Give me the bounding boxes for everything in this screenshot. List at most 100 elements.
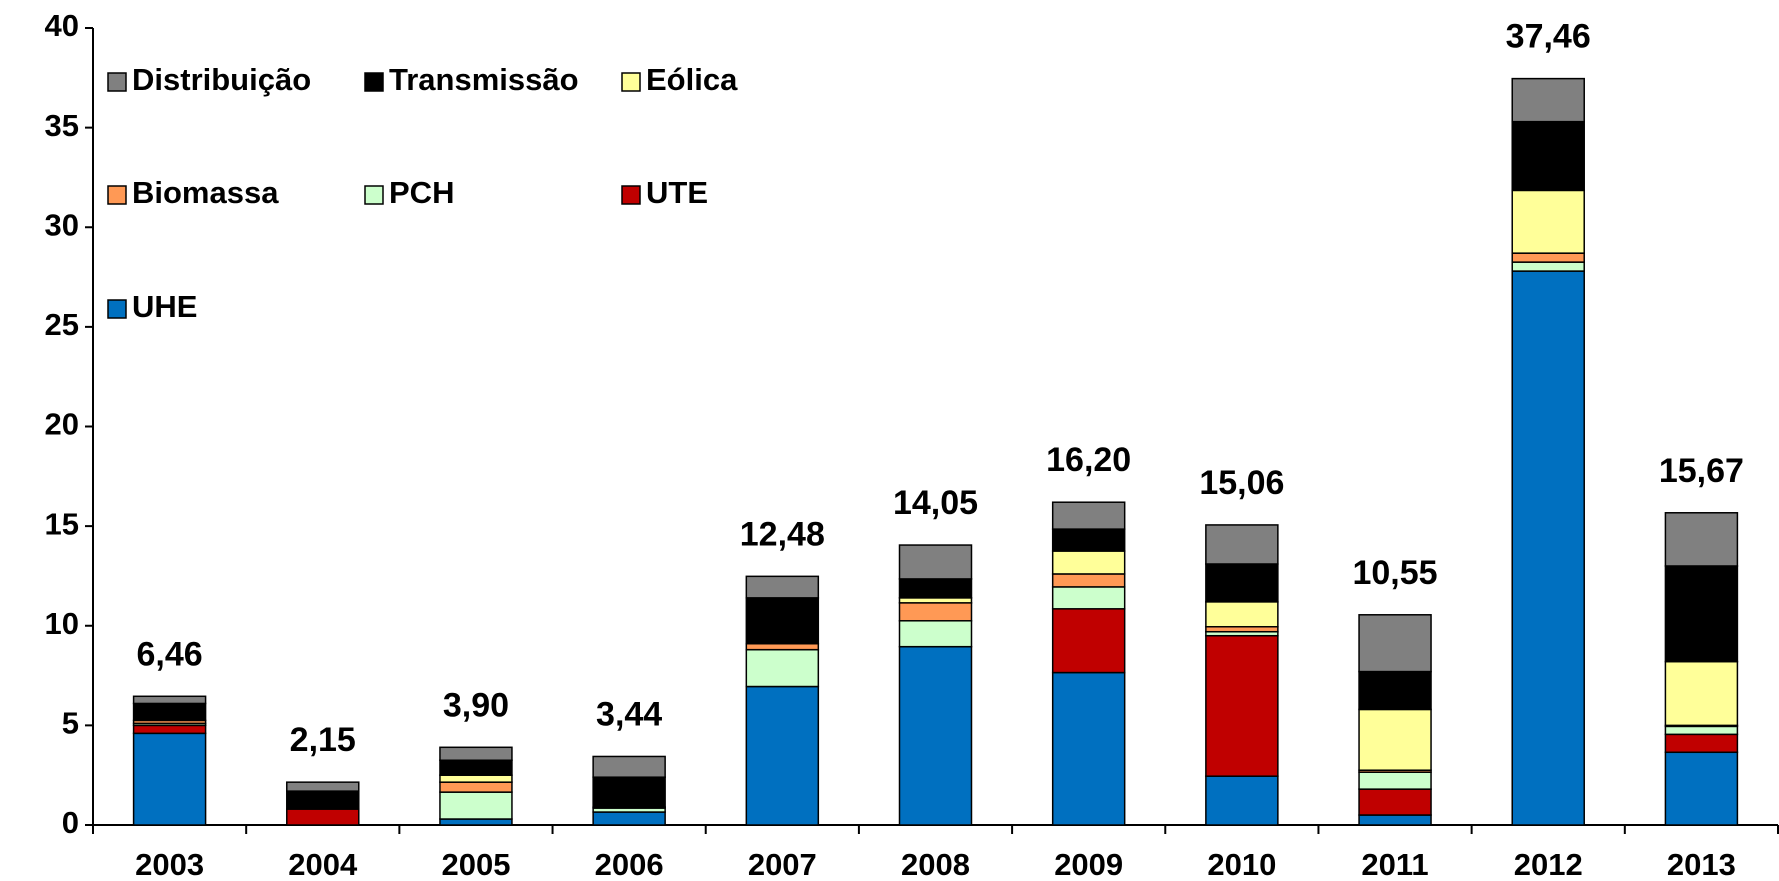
bar-segment (1051, 550, 1126, 575)
bar-segment (132, 702, 207, 722)
legend-swatch (621, 72, 641, 92)
x-tick-label: 2009 (1054, 847, 1123, 881)
legend-label: UTE (646, 175, 708, 210)
bar-segment (1511, 270, 1585, 826)
bar-segment (898, 620, 973, 648)
bar-segment (898, 578, 973, 599)
bar-segment (898, 544, 973, 580)
bar-segment (1358, 814, 1432, 826)
x-tick-label: 2012 (1514, 847, 1583, 881)
bar-segment (132, 695, 207, 705)
bar-segment (1205, 601, 1279, 628)
legend-label: PCH (389, 175, 454, 210)
legend-label: Biomassa (132, 175, 279, 210)
bar-segment (1205, 524, 1279, 565)
y-tick-label: 25 (45, 307, 79, 342)
x-tick-label: 2006 (595, 847, 664, 881)
total-label: 37,46 (1506, 18, 1591, 56)
y-tick-label: 20 (45, 407, 79, 442)
bar-segment (745, 575, 820, 599)
total-label: 3,90 (443, 686, 509, 724)
bar-segment (132, 732, 207, 826)
bar-segment (286, 781, 360, 792)
x-tick-label: 2008 (901, 847, 970, 881)
bar-segment (1664, 660, 1739, 727)
bar-segment (1664, 565, 1739, 663)
bar-segment (1511, 252, 1585, 263)
y-tick-label: 40 (45, 8, 79, 43)
y-tick-label: 35 (45, 108, 79, 143)
total-label: 16,20 (1046, 441, 1131, 479)
x-tick-label: 2007 (748, 847, 817, 881)
y-tick-label: 30 (45, 207, 79, 242)
legend-label: Eólica (646, 62, 738, 97)
bar-segment (745, 642, 820, 651)
legend-swatch (107, 72, 127, 92)
legend-label: Distribuição (132, 62, 311, 97)
bar-segment (1205, 634, 1279, 777)
total-label: 6,46 (136, 635, 202, 673)
bar-segment (439, 759, 513, 776)
bar-segment (1511, 77, 1585, 123)
total-label: 10,55 (1352, 554, 1437, 592)
total-label: 15,06 (1199, 464, 1284, 502)
total-label: 3,44 (596, 695, 662, 733)
bar-segment (1664, 751, 1739, 826)
bar-segment (1051, 671, 1126, 826)
legend-swatch (621, 185, 641, 205)
bar-segment (1511, 120, 1585, 192)
y-tick-label: 15 (45, 506, 79, 541)
legend-label: UHE (132, 289, 197, 324)
bar-segment (1358, 708, 1432, 771)
bar-segment (745, 597, 820, 645)
bar-segment (898, 645, 973, 826)
y-tick-label: 0 (62, 805, 79, 840)
bar-segment (132, 724, 207, 735)
bar-segment (286, 790, 360, 810)
total-label: 2,15 (290, 721, 356, 759)
bar-segment (439, 781, 513, 793)
total-label: 12,48 (740, 515, 825, 553)
legend-label: Transmissão (389, 62, 579, 97)
bar-segment (1205, 775, 1279, 826)
bar-segment (592, 776, 666, 808)
total-label: 14,05 (893, 484, 978, 522)
bar-segment (1664, 512, 1739, 567)
bar-segment (1051, 528, 1126, 552)
bar-segment (439, 774, 513, 783)
bar-segment (439, 818, 513, 826)
bar-segment (1205, 563, 1279, 603)
y-tick-label: 5 (62, 706, 79, 741)
bar-segment (286, 808, 360, 826)
x-tick-label: 2010 (1207, 847, 1276, 881)
legend-swatch (107, 185, 127, 205)
legend-swatch (364, 72, 384, 92)
x-tick-label: 2011 (1361, 847, 1428, 881)
x-tick-label: 2003 (135, 847, 204, 881)
bar-segment (1358, 614, 1432, 673)
bar-segment (1051, 608, 1126, 674)
legend-swatch (364, 185, 384, 205)
bar-segment (1358, 771, 1432, 790)
x-tick-label: 2005 (441, 847, 510, 881)
bar-segment (1511, 261, 1585, 272)
bar-segment (1664, 733, 1739, 754)
bar-segment (898, 602, 973, 622)
bar-segment (1664, 725, 1739, 736)
x-tick-label: 2004 (288, 847, 358, 881)
legend-swatch (107, 299, 127, 319)
bar-segment (1051, 586, 1126, 610)
y-tick-label: 10 (45, 606, 79, 641)
bar-segment (745, 648, 820, 688)
bar-segment (1051, 501, 1126, 530)
bar-segment (592, 755, 666, 778)
bar-segment (1051, 573, 1126, 588)
x-tick-label: 2013 (1667, 847, 1736, 881)
bar-segment (439, 746, 513, 761)
bar-segment (439, 791, 513, 820)
bar-segment (592, 811, 666, 826)
bar-segment (745, 685, 820, 826)
bar-segment (1358, 788, 1432, 816)
total-label: 15,67 (1659, 452, 1744, 490)
